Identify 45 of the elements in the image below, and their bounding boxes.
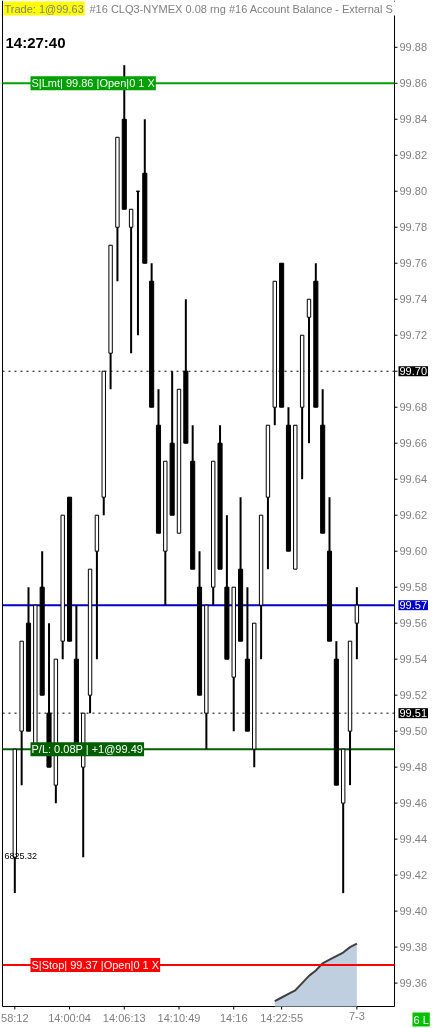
y-tick-label: 99.60	[399, 545, 428, 558]
y-tick-label: 99.52	[399, 689, 428, 702]
y-tick-label: 99.74	[399, 293, 428, 306]
x-tick-label: 14:10:49	[157, 1011, 201, 1024]
y-tick-label: 99.46	[399, 797, 428, 810]
y-tick-label: 99.50	[399, 725, 428, 738]
ref-line-label: 99.57	[399, 599, 428, 612]
y-tick-label: 99.54	[399, 653, 428, 666]
x-tick-label: 14:06:13	[102, 1011, 146, 1024]
y-tick-label: 99.78	[399, 221, 428, 234]
x-tick-label: 14:22:55	[260, 1011, 304, 1024]
ref-line-label: S|Stop| 99.37 |Open|0 1 X	[31, 959, 160, 972]
y-tick-label: 99.40	[399, 905, 428, 918]
y-tick-label: 99.72	[399, 329, 428, 342]
y-tick-label: 99.48	[399, 761, 428, 774]
ref-line-label: P/L: 0.08P | +1@99.49	[31, 743, 143, 756]
x-tick-label: 58:12	[1, 1011, 29, 1024]
y-tick-label: 99.38	[399, 941, 428, 954]
y-tick-label: 99.86	[399, 77, 428, 90]
y-tick-label: 99.58	[399, 581, 428, 594]
ref-line-label: 99.51	[399, 707, 428, 720]
y-tick-label: 99.62	[399, 509, 428, 522]
candlestick	[354, 586, 360, 661]
y-tick-label: 99.84	[399, 113, 428, 126]
y-tick-label: 99.76	[399, 257, 428, 270]
y-tick-label: 99.44	[399, 833, 428, 846]
y-tick-label: 99.80	[399, 185, 428, 198]
text: 6 L	[413, 1013, 429, 1026]
x-tick-label: 14:16	[219, 1011, 248, 1024]
ref-line-label: 99.70	[399, 365, 428, 378]
annotation: #16 CLQ3-NYMEX 0.08 rng #16 Account Balance - External S	[89, 2, 393, 15]
y-tick-label: 99.66	[399, 437, 428, 450]
x-tick-label: 14:00:04	[48, 1011, 91, 1024]
y-tick-label: 99.36	[399, 977, 428, 990]
ref-line-label: S|Lmt| 99.86 |Open|0 1 X	[31, 77, 156, 90]
y-tick-label: 99.64	[399, 473, 428, 486]
y-tick-label: 99.82	[399, 149, 428, 162]
annotation: 14:27:40	[5, 34, 66, 51]
y-tick-label: 99.88	[399, 41, 428, 54]
y-tick-label: 99.68	[399, 401, 428, 414]
y-tick-label: 99.42	[399, 869, 428, 882]
annotation: Trade: 1@99.63	[4, 2, 84, 15]
candlestick	[128, 208, 134, 355]
x-tick-label: 7-3	[348, 1009, 365, 1022]
y-tick-label: 99.56	[399, 617, 428, 630]
